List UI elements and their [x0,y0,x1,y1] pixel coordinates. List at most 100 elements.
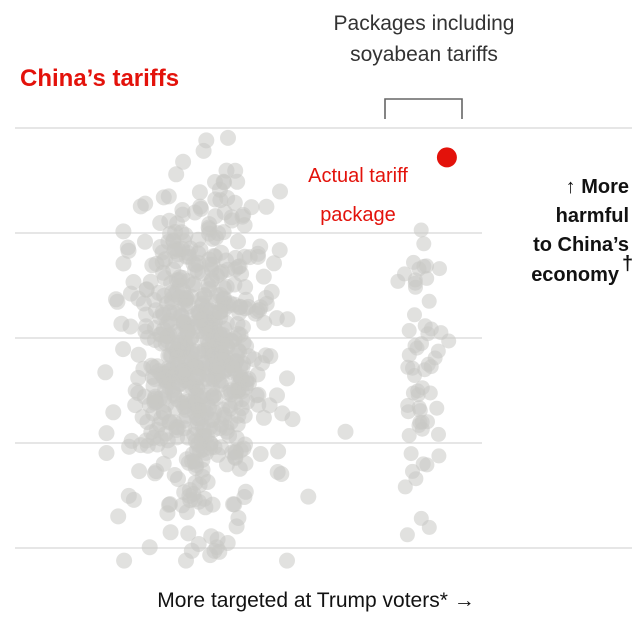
scatter-point [115,223,132,240]
scatter-point [125,491,142,508]
scatter-point [138,318,155,335]
scatter-point [175,153,192,170]
scatter-point [169,350,186,367]
scatter-point [161,212,178,229]
scatter-point [157,381,174,398]
scatter-point [220,129,236,146]
scatter-point [178,401,195,418]
scatter-point [230,407,247,424]
scatter-point [157,251,174,268]
callout-line-1: Actual tariff [308,165,408,187]
scatter-point [422,385,438,401]
scatter-point [274,405,291,422]
scatter-point [420,356,436,372]
scatter-point [132,437,149,454]
scatter-point [407,338,423,354]
scatter-point [421,293,437,309]
scatter-point [407,275,423,291]
scatter-point [218,337,235,354]
scatter-point [155,455,172,472]
scatter-point [175,363,192,380]
scatter-point [269,464,286,480]
scatter-point [116,552,133,569]
scatter-point [241,249,258,266]
scatter-point [175,315,192,332]
scatter-point [240,348,257,365]
actual-tariff-package-point [436,147,457,168]
scatter-point [130,346,147,363]
scatter-point [141,539,158,556]
scatter-point [279,552,295,569]
scatter-point [168,166,185,183]
scatter-point [189,263,206,280]
scatter-point [230,233,246,250]
scatter-point [270,443,287,460]
scatter-point [413,222,429,238]
scatter-point [243,199,260,216]
scatter-point [161,496,177,513]
scatter-point [160,188,177,205]
scatter-point [255,409,272,426]
scatter-point [416,258,432,274]
scatter-point [300,488,317,505]
scatter-point [401,428,417,443]
scatter-point [146,394,163,411]
scatter-point [190,368,207,385]
scatter-point [138,306,154,323]
scatter-point [202,302,219,319]
scatter-point [175,283,192,299]
scatter-point [255,268,272,285]
scatter-point [214,401,231,418]
scatter-point [156,287,173,304]
scatter-point [227,261,244,278]
scatter-point [98,445,115,461]
scatter-point [230,510,247,526]
scatter-point [407,368,422,383]
scatter-point [225,496,242,513]
scatter-point [186,204,203,221]
scatter-point [202,419,219,436]
scatter-point [405,385,421,401]
scatter-point [337,423,354,440]
scatter-point [98,425,115,442]
scatter-point [110,508,127,525]
scatter-point [97,364,114,381]
scatter-point [272,183,288,200]
scatter-point [269,387,285,404]
scatter-point [432,261,447,277]
scatter-point [257,347,274,364]
scatter-point [115,255,132,272]
scatter-point [180,298,197,315]
scatter-point [146,371,163,387]
scatter-point [234,319,251,336]
scatter-point [201,256,218,273]
scatter-point [138,281,155,298]
y-side-label-line-1: ↑ More [566,176,629,198]
scatter-point [192,312,209,329]
scatter-point [119,239,136,256]
scatter-point [132,198,149,215]
scatter-point [201,400,217,417]
scatter-point [168,422,185,438]
scatter-point [207,208,224,225]
scatter-point [421,519,437,535]
scatter-point [223,209,240,226]
scatter-point [405,463,420,479]
scatter-point [258,198,275,215]
scatter-point [279,370,295,387]
scatter-point [238,375,255,392]
scatter-point [191,184,208,201]
scatter-point [407,307,422,323]
scatter-point [115,341,132,358]
scatter-point [400,404,416,420]
y-side-label-line-4: economy [531,264,620,286]
scatter-point [399,527,415,543]
y-side-label-line-3: to China’s [533,234,629,256]
bracket-label-line-1: Packages including [334,12,515,35]
scatter-point [194,387,211,404]
bracket [384,98,463,119]
scatter-point [153,335,170,352]
scatter-point [266,255,282,272]
scatter-point [227,450,244,466]
